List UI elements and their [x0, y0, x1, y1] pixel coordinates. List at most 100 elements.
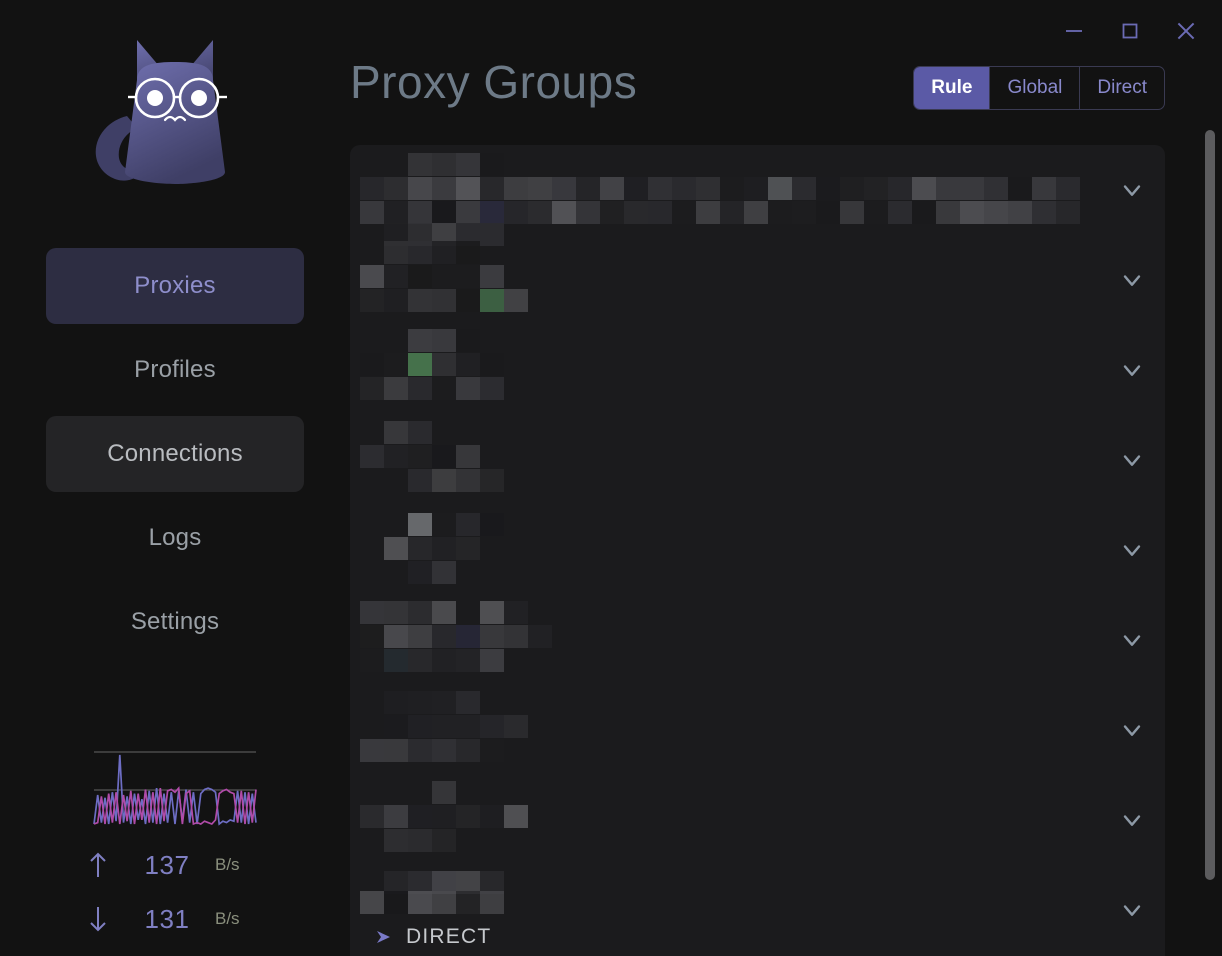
- redaction-block: [384, 805, 408, 828]
- redaction-block: [408, 561, 432, 584]
- sidebar-item-label: Connections: [107, 440, 243, 467]
- redaction-block: [456, 353, 480, 376]
- upload-speed-unit: B/s: [215, 855, 240, 874]
- chevron-down-icon[interactable]: [1099, 716, 1165, 744]
- redaction-block: [456, 891, 480, 914]
- redaction-block: [456, 223, 480, 246]
- proxy-group-row[interactable]: [350, 415, 1165, 505]
- chevron-down-icon[interactable]: [1099, 626, 1165, 654]
- sidebar-item-connections[interactable]: Connections: [46, 416, 304, 492]
- mode-button-rule[interactable]: Rule: [914, 67, 991, 109]
- redaction-block: [648, 201, 672, 224]
- redaction-block: [528, 201, 552, 224]
- scrollbar-thumb[interactable]: [1205, 130, 1215, 880]
- redaction-block: [504, 201, 528, 224]
- download-speed-unit: B/s: [215, 909, 240, 928]
- mode-button-direct[interactable]: Direct: [1080, 67, 1164, 109]
- redaction-block: [384, 829, 408, 852]
- redaction-block: [480, 353, 504, 376]
- chevron-down-icon[interactable]: [1099, 356, 1165, 384]
- sidebar-item-logs[interactable]: Logs: [46, 500, 304, 576]
- redaction-block: [432, 177, 456, 200]
- redaction-block: [408, 353, 432, 376]
- redaction-block: [480, 153, 504, 176]
- redaction-block: [480, 513, 504, 536]
- sidebar-item-settings[interactable]: Settings: [46, 584, 304, 660]
- redaction-block: [384, 715, 408, 738]
- proxy-groups-panel: DIRECT: [350, 145, 1165, 956]
- chevron-down-icon[interactable]: [1099, 266, 1165, 294]
- proxy-group-row[interactable]: [350, 685, 1165, 775]
- chevron-down-icon[interactable]: [1099, 536, 1165, 564]
- redaction-block: [456, 377, 480, 400]
- traffic-chart[interactable]: [92, 746, 258, 826]
- chevron-down-icon[interactable]: [1099, 806, 1165, 834]
- redaction-block: [432, 377, 456, 400]
- redaction-block: [792, 201, 816, 224]
- redaction-block: [432, 561, 456, 584]
- redaction-block: [480, 177, 504, 200]
- sidebar-item-proxies[interactable]: Proxies: [46, 248, 304, 324]
- redaction-block: [432, 469, 456, 492]
- redaction-block: [480, 223, 504, 246]
- chevron-down-icon[interactable]: [1099, 896, 1165, 924]
- redaction-block: [408, 871, 432, 894]
- redaction-block: [480, 649, 504, 672]
- redaction-block: [432, 649, 456, 672]
- minimize-button[interactable]: [1046, 10, 1102, 52]
- redaction-block: [864, 177, 888, 200]
- redaction-block: [408, 265, 432, 288]
- proxy-group-row[interactable]: [350, 145, 1165, 246]
- redaction-block: [432, 445, 456, 468]
- redaction-block: [408, 739, 432, 762]
- redaction-block: [624, 201, 648, 224]
- proxy-group-row[interactable]: [350, 595, 1165, 685]
- redaction-block: [480, 377, 504, 400]
- close-button[interactable]: [1158, 10, 1214, 52]
- redaction-block: [456, 201, 480, 224]
- redaction-block: [528, 625, 552, 648]
- redaction-block: [384, 891, 408, 914]
- proxy-group-row[interactable]: [350, 775, 1165, 865]
- redaction-block: [408, 421, 432, 444]
- redaction-block: [360, 201, 384, 224]
- redaction-block: [1008, 177, 1032, 200]
- proxy-group-row[interactable]: [350, 325, 1165, 415]
- chevron-down-icon[interactable]: [1099, 176, 1165, 204]
- main-header: Proxy Groups Rule Global Direct: [350, 0, 1222, 140]
- download-stat-row: 131 B/s: [77, 892, 273, 946]
- redaction-block: [432, 891, 456, 914]
- chevron-down-icon[interactable]: [1099, 446, 1165, 474]
- mode-button-global[interactable]: Global: [990, 67, 1081, 109]
- redacted-group-content: [360, 145, 1099, 246]
- redaction-block: [432, 739, 456, 762]
- redaction-block: [984, 201, 1008, 224]
- maximize-button[interactable]: [1102, 10, 1158, 52]
- redaction-block: [408, 805, 432, 828]
- redaction-block: [384, 445, 408, 468]
- scrollbar-track[interactable]: [1205, 130, 1215, 880]
- redaction-block: [960, 201, 984, 224]
- redaction-block: [408, 445, 432, 468]
- redaction-block: [432, 625, 456, 648]
- redaction-block: [360, 625, 384, 648]
- direct-proxy-row[interactable]: DIRECT: [372, 925, 491, 949]
- proxy-group-row[interactable]: [350, 505, 1165, 595]
- redaction-block: [504, 601, 528, 624]
- redaction-block: [480, 201, 504, 224]
- redaction-block: [456, 601, 480, 624]
- redaction-block: [384, 201, 408, 224]
- proxy-group-row[interactable]: [350, 235, 1165, 325]
- redaction-block: [696, 177, 720, 200]
- proxy-group-row[interactable]: [350, 865, 1165, 955]
- redaction-block: [432, 201, 456, 224]
- redaction-block: [672, 177, 696, 200]
- redaction-block: [1032, 177, 1056, 200]
- sidebar-nav: Proxies Profiles Connections Logs Settin…: [0, 248, 350, 668]
- redaction-block: [696, 201, 720, 224]
- minimize-icon: [1062, 19, 1086, 43]
- redaction-block: [624, 177, 648, 200]
- sidebar-item-profiles[interactable]: Profiles: [46, 332, 304, 408]
- redaction-block: [432, 871, 456, 894]
- redaction-block: [360, 353, 384, 376]
